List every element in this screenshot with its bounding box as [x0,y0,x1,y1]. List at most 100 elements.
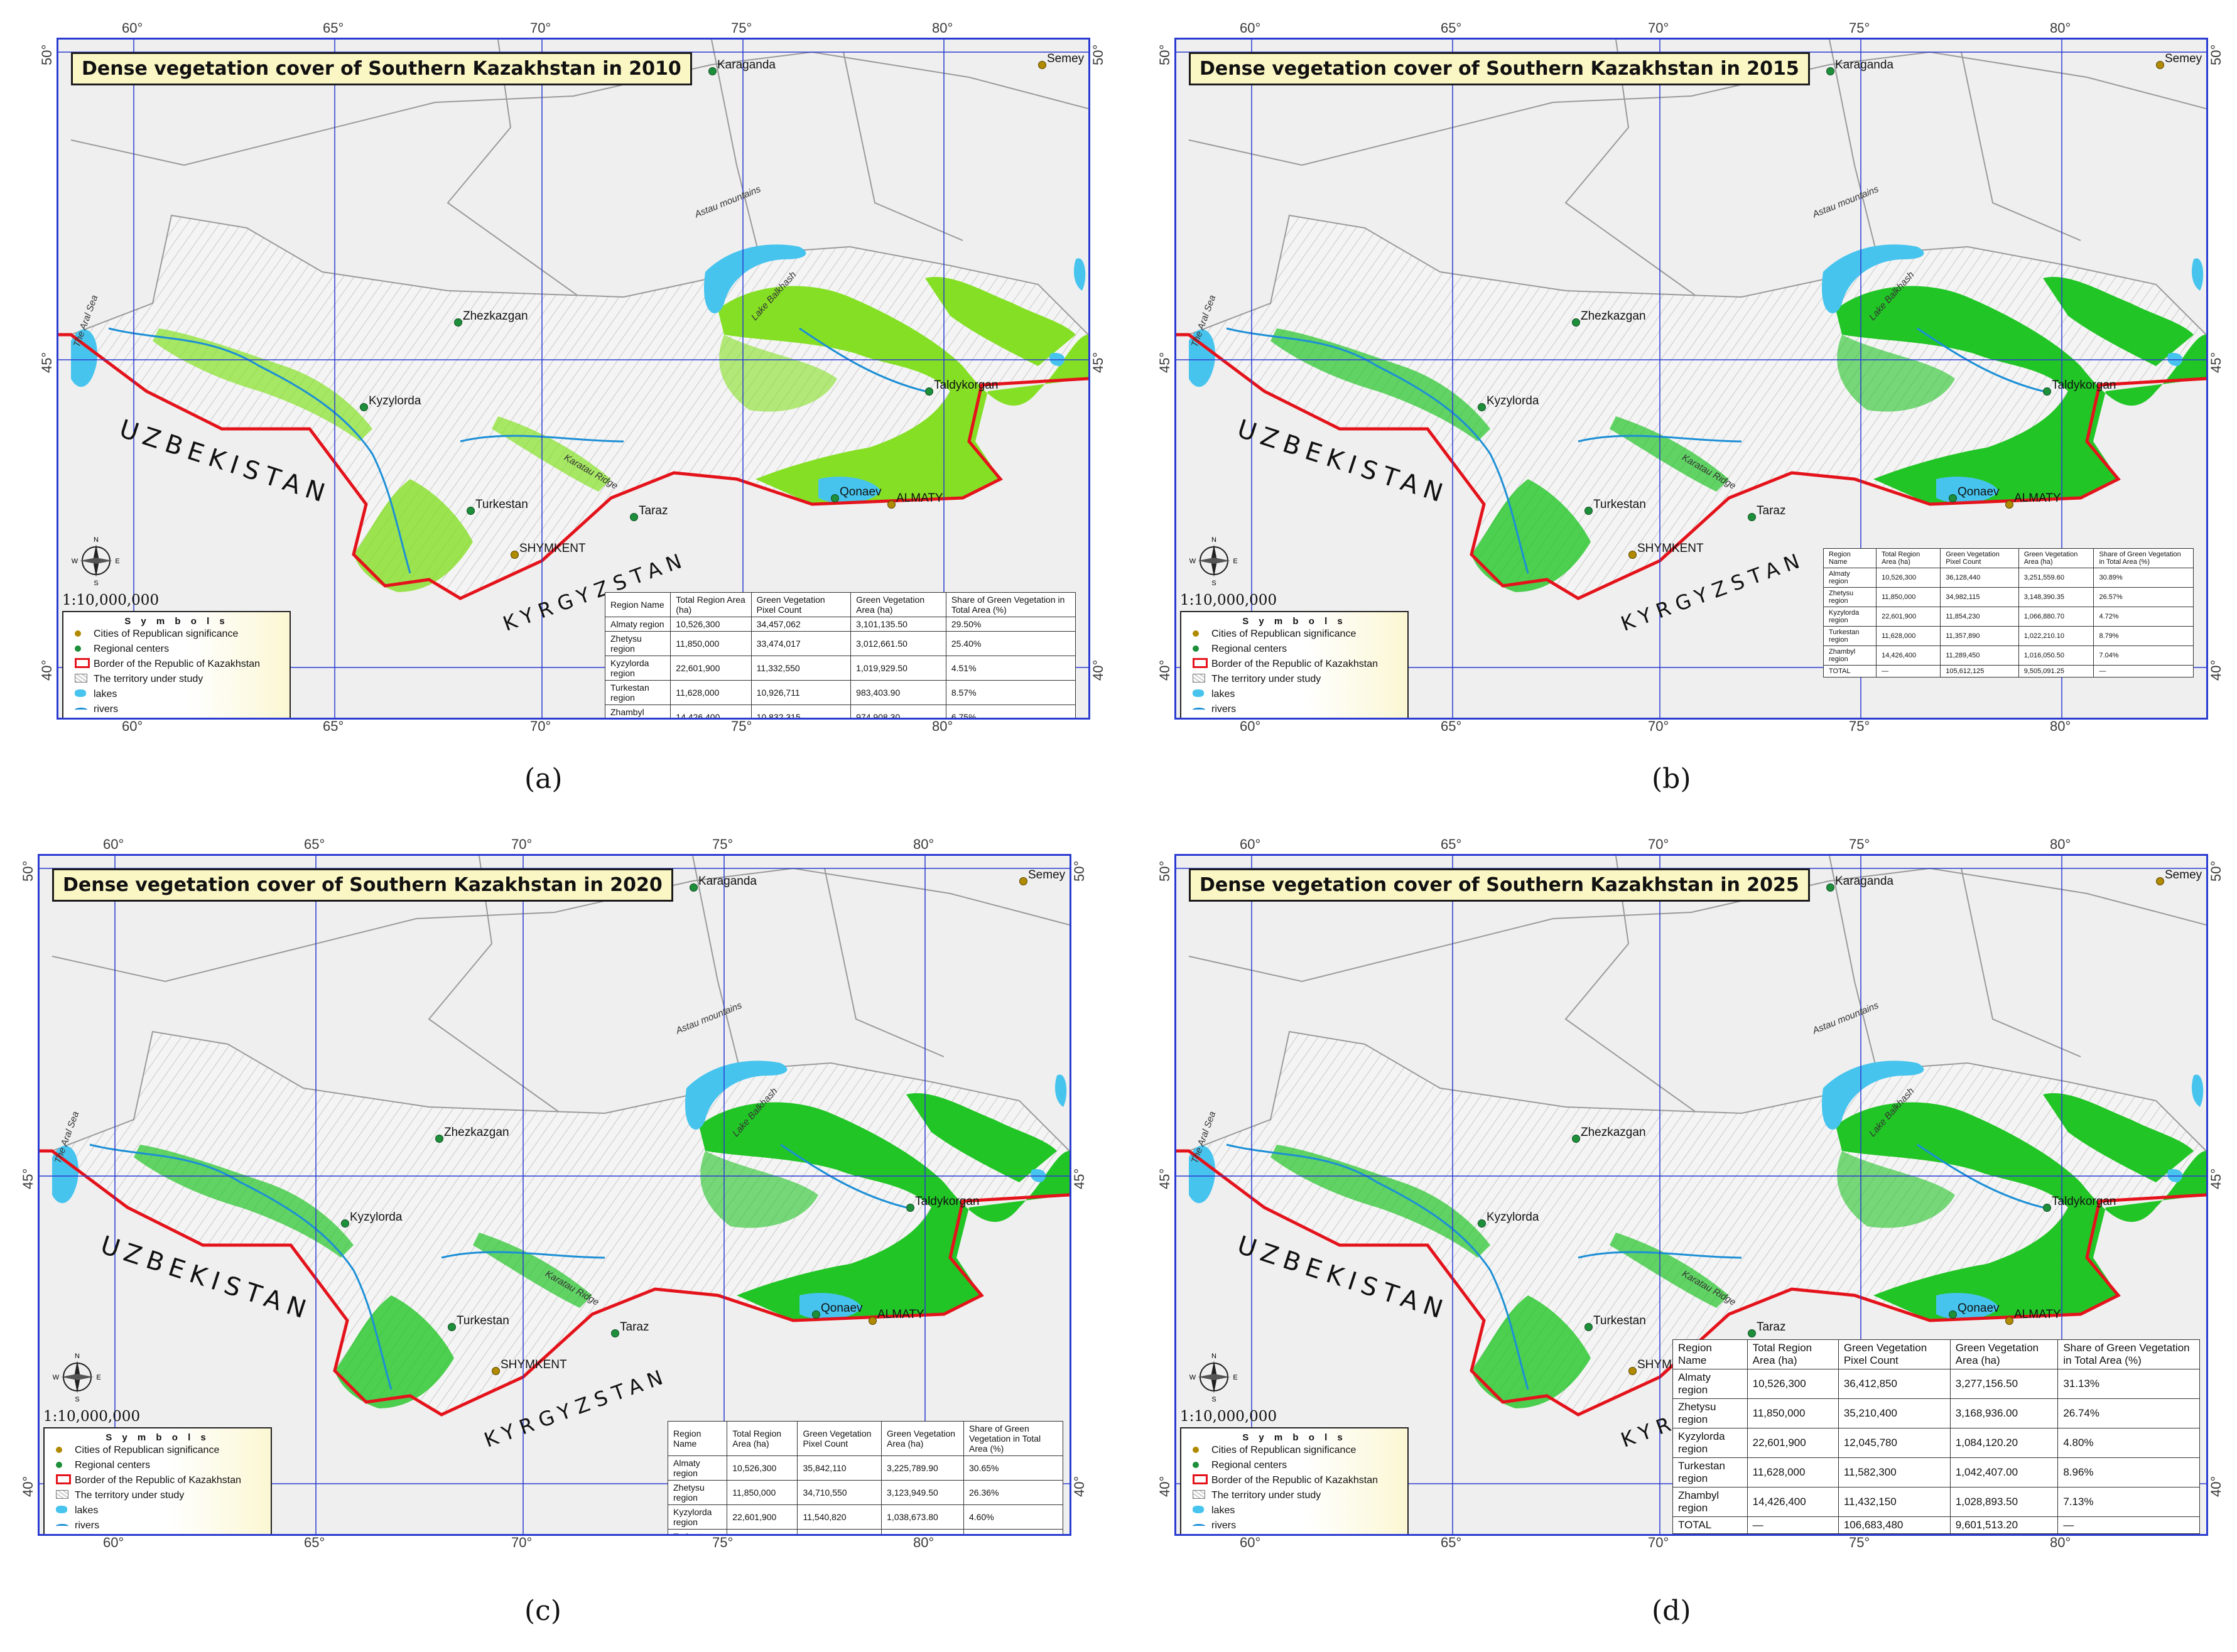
lake-icon [1193,1505,1211,1516]
table-cell: 11,628,000 [1876,626,1941,646]
latitude-tick-right: 50° [1071,860,1087,882]
legend-item-label: rivers [94,704,119,715]
table-cell: 11,850,000 [670,631,752,656]
table-cell: 11,628,000 [1747,1457,1839,1487]
city-label-qonaev: Qonaev [840,485,882,499]
latitude-tick-right: 40° [2208,1476,2224,1497]
table-header-row: Region Name Total Region Area (ha) Green V… [1672,1339,2200,1369]
regional-center-icon [1193,644,1211,655]
vegetation-statistics-table: Region Name Total Region Area (ha) Green V… [604,592,1076,718]
table-header-cell: Total Region Area (ha) [727,1421,798,1456]
city-marker-shymkent [492,1367,500,1375]
city-label-turkestan: Turkestan [1593,498,1646,511]
legend-item: Cities of Republican significance [45,1443,271,1458]
city-marker-zhezkazgan [1572,318,1580,327]
svg-text:N: N [1211,536,1216,544]
table-cell: 3,123,949.50 [881,1480,964,1505]
longitude-tick-bottom: 75° [712,1535,734,1550]
longitude-tick-top: 65° [304,836,325,852]
table-cell: 1,038,673.80 [881,1504,964,1530]
table-header-row: Region Name Total Region Area (ha) Green V… [604,592,1076,617]
legend-item: lakes [63,687,290,702]
table-cell: 10,526,300 [670,617,752,632]
city-label-kyzylorda: Kyzylorda [1487,1211,1539,1224]
table-header-cell: Region Name [1672,1339,1748,1369]
city-label-shymkent: SHYMKENT [501,1358,567,1371]
city-label-almaty: ALMATY [2014,1308,2061,1321]
map-title: Dense vegetation cover of Southern Kazak… [1189,868,1810,902]
table-cell: Kyzylorda region [1672,1428,1748,1458]
city-marker-taldykorgan [925,387,933,396]
river-icon [56,1520,75,1531]
city-marker-turkestan [1584,1323,1593,1331]
republican-city-icon [1193,1445,1211,1456]
river-icon [1193,704,1211,715]
svg-text:N: N [94,536,99,544]
border-icon [1193,1474,1211,1487]
latitude-tick-right: 45° [1090,352,1106,373]
svg-text:W: W [53,1374,60,1381]
latitude-tick-left: 45° [1157,352,1173,373]
table-row: Almaty region 10,526,300 34,457,062 3,101,1… [604,617,1076,632]
table-cell: 3,148,390.35 [2018,587,2094,607]
latitude-tick-right: 45° [2208,1168,2224,1189]
map-canvas [40,856,1070,1534]
longitude-tick-bottom: 60° [122,718,143,734]
table-header-row: Region Name Total Region Area (ha) Green V… [1823,548,2194,568]
city-label-almaty: ALMATY [896,492,943,505]
table-cell: 22,601,900 [727,1504,798,1530]
legend-item-label: lakes [1211,689,1235,699]
table-cell: 10,526,300 [727,1455,798,1481]
compass-rose-icon: N S E W [53,1352,101,1402]
vegetation-statistics-table: Region Name Total Region Area (ha) Green V… [1672,1339,2200,1534]
longitude-tick-top: 80° [2050,20,2071,36]
city-label-almaty: ALMATY [2014,492,2061,505]
table-cell: 34,457,062 [750,617,852,632]
legend-item: lakes [45,1503,271,1518]
table-cell: Zhetysu region [667,1480,728,1505]
table-cell: 36,412,850 [1838,1369,1951,1399]
city-marker-taraz [1748,513,1756,521]
regional-center-icon [75,644,94,655]
map-canvas [1176,856,2206,1534]
city-marker-karaganda [1826,67,1834,75]
city-marker-turkestan [467,507,475,515]
map-panel-2025: Dense vegetation cover of Southern Kazak… [1156,835,2224,1551]
table-cell: 10,832,315 [750,705,852,718]
legend-item: lakes [1181,687,1407,702]
table-cell: 31.13% [2057,1369,2200,1399]
vegetation-cover [1270,277,2206,592]
city-marker-turkestan [1584,507,1593,515]
table-cell: Kyzylorda region [604,656,671,681]
legend-item-label: Cities of Republican significance [1211,629,1357,639]
legend-item-label: rivers [1211,704,1237,715]
table-row: Turkestan region11,628,00011,125,4401,00… [667,1529,1063,1534]
legend-item: rivers [45,1518,271,1533]
map-panel-2015: Dense vegetation cover of Southern Kazak… [1156,19,2224,735]
city-label-taldykorgan: Taldykorgan [2052,379,2116,392]
latitude-tick-left: 50° [1157,44,1173,65]
longitude-tick-bottom: 60° [103,1535,124,1550]
city-label-taraz: Taraz [639,504,668,517]
longitude-tick-top: 70° [1648,20,1669,36]
longitude-tick-bottom: 65° [1441,718,1462,734]
city-marker-shymkent [1628,551,1637,559]
table-cell: 3,012,661.50 [850,631,946,656]
city-marker-semey [2156,877,2164,885]
latitude-tick-left: 45° [1157,1168,1173,1189]
city-label-taldykorgan: Taldykorgan [2052,1195,2116,1208]
border-icon [1193,657,1211,671]
city-label-karaganda: Karaganda [698,875,757,888]
map-panel-2010: Dense vegetation cover of Southern Kazak… [38,19,1106,735]
table-cell: 11,850,000 [1876,587,1941,607]
table-cell: 3,101,135.50 [850,617,946,632]
table-cell: 11,850,000 [727,1480,798,1505]
legend-item: The territory under study [1181,672,1407,687]
table-cell: 1,042,407.00 [1949,1457,2059,1487]
longitude-tick-top: 60° [103,836,124,852]
table-cell: 983,403.90 [850,680,946,705]
panel-letter-d: (d) [1652,1595,1691,1627]
table-cell: 1,016,050.50 [2018,645,2094,666]
city-label-taraz: Taraz [1757,504,1786,517]
svg-text:S: S [94,580,98,586]
